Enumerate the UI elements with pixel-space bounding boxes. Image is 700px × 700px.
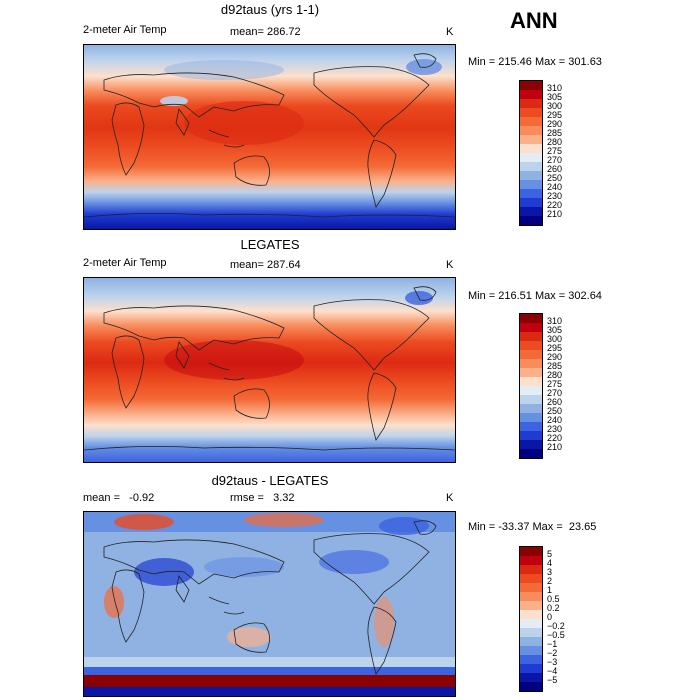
panel1-colorbar (519, 80, 543, 226)
panel3-minmax: Min = -33.37 Max = 23.65 (468, 521, 597, 533)
colorbar-tick-label: −0.5 (547, 630, 565, 640)
colorbar-tick-label: 280 (547, 370, 563, 380)
colorbar-tick-label: 270 (547, 155, 563, 165)
colorbar-tick-label: −0.2 (547, 621, 565, 631)
colorbar-tick-label: 1 (547, 585, 553, 595)
panel1-minmax: Min = 215.46 Max = 301.63 (468, 56, 602, 68)
colorbar-tick-label: −5 (547, 675, 558, 685)
panel3-rmse-label: rmse = 3.32 (230, 492, 295, 504)
colorbar-tick-label: 210 (547, 209, 563, 219)
colorbar-tick-label: 295 (547, 343, 563, 353)
panel3-colorbar (519, 546, 543, 692)
colorbar-tick-label: 220 (547, 200, 563, 210)
colorbar-tick-label: 230 (547, 424, 563, 434)
panel3-mean-label: mean = -0.92 (83, 492, 155, 504)
panel2-units: K (446, 259, 454, 271)
colorbar-tick-label: 0 (547, 612, 553, 622)
colorbar-tick-label: 310 (547, 83, 563, 93)
colorbar-tick-label: −1 (547, 639, 558, 649)
panel2-minmax: Min = 216.51 Max = 302.64 (468, 290, 602, 302)
panel2-variable-label: 2-meter Air Temp (83, 257, 167, 269)
panel3-title: d92taus - LEGATES (211, 473, 329, 488)
colorbar-tick-label: 280 (547, 137, 563, 147)
colorbar-tick-label: 260 (547, 164, 563, 174)
colorbar-tick-label: −2 (547, 648, 558, 658)
panel3-map (83, 511, 456, 697)
colorbar-tick-label: 300 (547, 101, 563, 111)
colorbar-tick-label: 2 (547, 576, 553, 586)
panel2-title: LEGATES (240, 237, 300, 252)
colorbar-tick-label: 240 (547, 415, 563, 425)
panel1-units: K (446, 26, 454, 38)
colorbar-tick-label: 295 (547, 110, 563, 120)
colorbar-tick-label: −3 (547, 657, 558, 667)
panel3-units: K (446, 492, 454, 504)
colorbar-tick-label: 270 (547, 388, 563, 398)
colorbar-tick-label: 285 (547, 128, 563, 138)
panel2-map (83, 277, 456, 463)
colorbar-tick-label: 305 (547, 325, 563, 335)
colorbar-tick-label: 230 (547, 191, 563, 201)
panel1-map (83, 44, 456, 230)
panel1-mean-label: mean= 286.72 (230, 26, 301, 38)
colorbar-tick-label: 0.2 (547, 603, 560, 613)
colorbar-tick-label: 290 (547, 119, 563, 129)
panel1-variable-label: 2-meter Air Temp (83, 24, 167, 36)
colorbar-tick-label: 260 (547, 397, 563, 407)
colorbar-tick-label: 275 (547, 379, 563, 389)
colorbar-tick-label: −4 (547, 666, 558, 676)
colorbar-tick-label: 305 (547, 92, 563, 102)
colorbar-tick-label: 275 (547, 146, 563, 156)
colorbar-tick-label: 5 (547, 549, 553, 559)
colorbar-tick-label: 3 (547, 567, 553, 577)
colorbar-tick-label: 0.5 (547, 594, 560, 604)
colorbar-tick-label: 250 (547, 406, 563, 416)
panel2-colorbar (519, 313, 543, 459)
colorbar-tick-label: 250 (547, 173, 563, 183)
colorbar-tick-label: 310 (547, 316, 563, 326)
colorbar-tick-label: 220 (547, 433, 563, 443)
panel2-mean-label: mean= 287.64 (230, 259, 301, 271)
colorbar-tick-label: 300 (547, 334, 563, 344)
colorbar-tick-label: 210 (547, 442, 563, 452)
colorbar-tick-label: 290 (547, 352, 563, 362)
colorbar-tick-label: 240 (547, 182, 563, 192)
annual-label: ANN (510, 8, 558, 33)
colorbar-tick-label: 4 (547, 558, 553, 568)
panel1-title: d92taus (yrs 1-1) (220, 2, 320, 17)
colorbar-tick-label: 285 (547, 361, 563, 371)
